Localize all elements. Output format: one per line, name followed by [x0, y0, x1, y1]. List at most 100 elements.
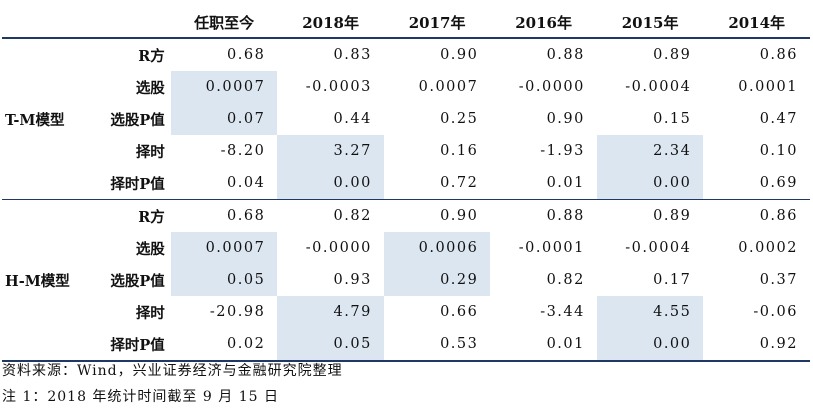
- group-label: [2, 296, 86, 328]
- source-note: 资料来源：Wind，兴业证券经济与金融研究院整理: [2, 363, 343, 379]
- group-label: [2, 232, 86, 264]
- value-cell: 0.90: [440, 208, 479, 224]
- header-col-since-tenure: 任职至今: [170, 8, 278, 39]
- header-row: 任职至今 2018年 2017年 2016年 2015年 2014年: [2, 8, 810, 39]
- group-label: [2, 167, 87, 200]
- header-col-2016: 2016年: [490, 8, 597, 39]
- metric-label: 择时P值: [86, 167, 171, 200]
- value-cell: 0.0002: [738, 240, 798, 256]
- value-cell: 0.15: [653, 111, 692, 127]
- value-cell: 0.0001: [738, 79, 798, 95]
- value-cell: 0.86: [759, 208, 798, 224]
- value-cell: 0.16: [440, 143, 479, 159]
- value-cell: 0.82: [333, 208, 372, 224]
- value-cell: 0.01: [490, 328, 597, 362]
- value-cell: -0.0001: [518, 240, 585, 256]
- value-cell: 0.72: [383, 167, 491, 200]
- value-cell: 0.86: [759, 47, 798, 63]
- value-cell: 0.89: [653, 208, 692, 224]
- value-cell: -8.20: [220, 143, 266, 159]
- value-cell: 0.05: [277, 328, 384, 362]
- table-row: 择时P值 0.04 0.00 0.72 0.01 0.00 0.69: [2, 167, 810, 200]
- regression-table: 任职至今 2018年 2017年 2016年 2015年 2014年 R方 0.6…: [2, 8, 810, 362]
- value-cell: 2.34: [596, 135, 704, 167]
- value-cell: -3.44: [540, 304, 585, 320]
- value-cell: 0.37: [759, 272, 798, 288]
- table-container: 任职至今 2018年 2017年 2016年 2015年 2014年 R方 0.6…: [2, 8, 810, 362]
- group-label: [2, 135, 86, 167]
- value-cell: 0.47: [759, 111, 798, 127]
- value-cell: 0.00: [277, 167, 384, 200]
- value-cell: 0.05: [170, 264, 278, 296]
- value-cell: 0.02: [170, 328, 278, 362]
- value-cell: 4.55: [596, 296, 704, 328]
- value-cell: 0.29: [383, 264, 491, 296]
- group-label: H-M模型: [5, 272, 70, 290]
- metric-label: 择时P值: [86, 328, 171, 362]
- value-cell: 0.92: [703, 328, 810, 362]
- header-blank: [2, 8, 87, 39]
- header-blank-2: [86, 8, 171, 39]
- value-cell: 0.88: [546, 47, 585, 63]
- metric-label: 选股: [135, 79, 165, 97]
- group-label: T-M模型: [5, 111, 65, 129]
- table-row: R方 0.68 0.82 0.90 0.88 0.89 0.86: [2, 200, 810, 233]
- value-cell: 0.07: [170, 103, 278, 135]
- value-cell: -0.0003: [305, 79, 372, 95]
- value-cell: 0.17: [653, 272, 692, 288]
- table-row: 择时P值 0.02 0.05 0.53 0.01 0.00 0.92: [2, 328, 810, 362]
- metric-label: 选股P值: [110, 272, 165, 290]
- header-col-2017: 2017年: [383, 8, 491, 39]
- value-cell: 0.89: [653, 47, 692, 63]
- metric-label: 选股: [135, 240, 165, 258]
- metric-label: 择时: [135, 143, 165, 161]
- value-cell: 0.00: [596, 167, 704, 200]
- table-row: H-M模型 选股P值 0.05 0.93 0.29 0.82 0.17 0.37: [2, 264, 810, 296]
- value-cell: 0.0006: [383, 232, 491, 264]
- value-cell: 0.90: [546, 111, 585, 127]
- table-row: 择时 -8.20 3.27 0.16 -1.93 2.34 0.10: [2, 135, 810, 167]
- value-cell: 4.79: [277, 296, 384, 328]
- value-cell: 0.44: [333, 111, 372, 127]
- header-col-2018: 2018年: [277, 8, 384, 39]
- value-cell: 0.66: [440, 304, 479, 320]
- header-col-2014: 2014年: [703, 8, 810, 39]
- group-label: [2, 71, 86, 103]
- value-cell: -20.98: [209, 304, 266, 320]
- metric-label: 选股P值: [110, 111, 165, 129]
- value-cell: 0.04: [170, 167, 278, 200]
- value-cell: 0.88: [546, 208, 585, 224]
- value-cell: -0.0000: [518, 79, 585, 95]
- value-cell: 0.0007: [170, 232, 278, 264]
- footnote-1: 注 1：2018 年统计时间截至 9 月 15 日: [2, 389, 279, 405]
- group-label: [2, 38, 86, 71]
- value-cell: -0.06: [753, 304, 798, 320]
- value-cell: 0.82: [546, 272, 585, 288]
- group-label: [2, 200, 86, 233]
- table-row: R方 0.68 0.83 0.90 0.88 0.89 0.86: [2, 38, 810, 71]
- value-cell: 0.01: [490, 167, 597, 200]
- metric-label: R方: [138, 47, 165, 65]
- value-cell: -0.0004: [625, 240, 692, 256]
- value-cell: -1.93: [540, 143, 585, 159]
- value-cell: 0.90: [440, 47, 479, 63]
- value-cell: 0.93: [333, 272, 372, 288]
- value-cell: 0.53: [383, 328, 491, 362]
- table-row: T-M模型 选股P值 0.07 0.44 0.25 0.90 0.15 0.47: [2, 103, 810, 135]
- value-cell: 0.0007: [170, 71, 278, 103]
- table-row: 择时 -20.98 4.79 0.66 -3.44 4.55 -0.06: [2, 296, 810, 328]
- value-cell: 0.25: [440, 111, 479, 127]
- value-cell: 0.68: [227, 208, 266, 224]
- value-cell: 0.00: [596, 328, 704, 362]
- table-row: 选股 0.0007 -0.0003 0.0007 -0.0000 -0.0004 0.000…: [2, 71, 810, 103]
- value-cell: 3.27: [277, 135, 384, 167]
- header-col-2015: 2015年: [596, 8, 704, 39]
- table-row: 选股 0.0007 -0.0000 0.0006 -0.0001 -0.0004 0.000…: [2, 232, 810, 264]
- value-cell: 0.68: [227, 47, 266, 63]
- value-cell: 0.69: [703, 167, 810, 200]
- value-cell: 0.83: [333, 47, 372, 63]
- value-cell: -0.0000: [305, 240, 372, 256]
- metric-label: R方: [138, 208, 165, 226]
- value-cell: -0.0004: [625, 79, 692, 95]
- value-cell: 0.0007: [418, 79, 479, 95]
